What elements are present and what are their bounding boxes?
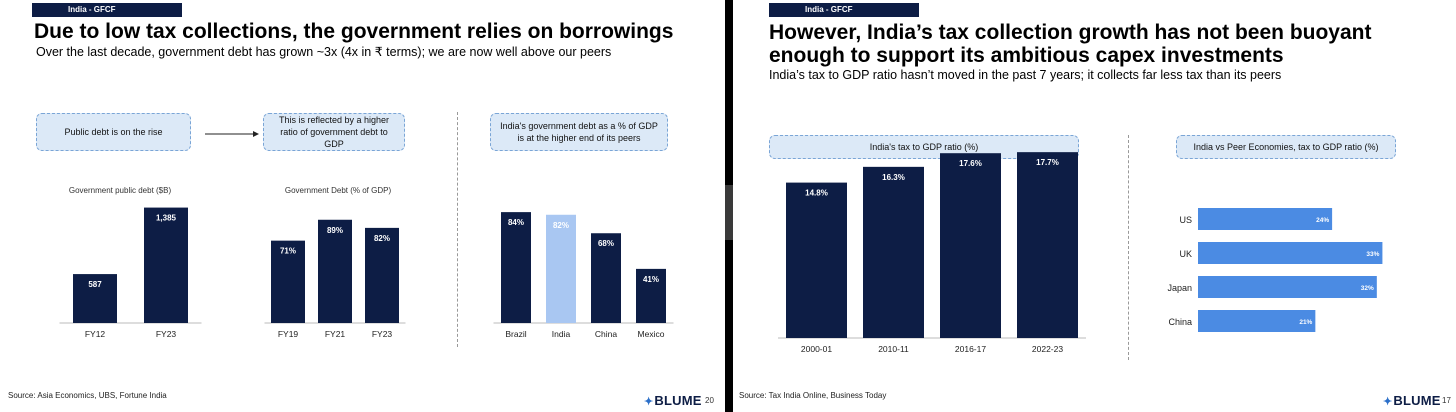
- chart-debt-gdp: 71% FY19 89% FY21 82% FY23: [264, 219, 406, 339]
- x-tick-label: Brazil: [505, 329, 526, 339]
- bar-value-label: 84%: [508, 218, 524, 227]
- bar-value-label: 14.8%: [805, 189, 828, 198]
- chart-tax-gdp: 14.8% 2000-01 16.3% 2010-11 17.6% 2016-17 17.7…: [778, 152, 1086, 354]
- hbar-value-label: 24%: [1316, 217, 1329, 224]
- bar-value-label: 82%: [553, 221, 569, 230]
- bar-value-label: 82%: [374, 234, 390, 243]
- x-tick-label: India: [552, 329, 571, 339]
- callout-debt-ratio: This is reflected by a higher ratio of g…: [263, 113, 405, 151]
- section-divider: [1128, 135, 1129, 360]
- slide-left: India - GFCF Due to low tax collections,…: [0, 0, 725, 412]
- hbar-value-label: 33%: [1366, 251, 1379, 258]
- y-tick-label: China: [1168, 317, 1192, 327]
- slide-title-line1: However, India’s tax collection growth h…: [769, 21, 1372, 44]
- y-tick-label: UK: [1179, 249, 1192, 259]
- blume-logo-icon: ✦: [1383, 396, 1393, 408]
- bar-value-label: 71%: [280, 247, 296, 256]
- chart2-title: Government Debt (% of GDP): [284, 186, 392, 195]
- bar-2010-11: [863, 166, 924, 338]
- slide-title: Due to low tax collections, the governme…: [34, 20, 674, 43]
- slide-subtitle: Over the last decade, government debt ha…: [36, 45, 612, 59]
- hbar-china: [1198, 310, 1316, 332]
- chart-peer-debt: 84% Brazil 82% India 68% China 41% Mexico: [493, 212, 674, 339]
- x-tick-label: FY23: [156, 329, 177, 339]
- x-tick-label: 2022-23: [1032, 344, 1063, 354]
- bar-fy19: [271, 240, 305, 323]
- bar-value-label: 68%: [598, 239, 614, 248]
- bar-value-label: 89%: [327, 226, 343, 235]
- section-tag: India - GFCF: [769, 3, 919, 17]
- bar-fy23: [365, 227, 399, 323]
- x-tick-label: Mexico: [638, 329, 665, 339]
- source-note: Source: Asia Economics, UBS, Fortune Ind…: [8, 391, 167, 400]
- bar-value-label: 17.6%: [959, 159, 982, 168]
- x-tick-label: FY21: [325, 329, 346, 339]
- bar-value-label: 41%: [643, 275, 659, 284]
- callout-public-debt: Public debt is on the rise: [36, 113, 191, 151]
- y-tick-label: Japan: [1167, 283, 1192, 293]
- bar-fy12: [73, 274, 117, 323]
- bar-fy21: [318, 219, 352, 323]
- bar-value-label: 587: [88, 280, 102, 289]
- x-tick-label: FY12: [85, 329, 106, 339]
- x-tick-label: 2016-17: [955, 344, 986, 354]
- blume-logo: ✦BLUME: [1383, 393, 1441, 408]
- bar-brazil: [501, 212, 531, 323]
- x-tick-label: China: [595, 329, 617, 339]
- y-tick-label: US: [1179, 215, 1192, 225]
- slide-subtitle: India’s tax to GDP ratio hasn’t moved in…: [769, 68, 1282, 82]
- hbar-value-label: 21%: [1299, 319, 1312, 326]
- callout-peer-tax: India vs Peer Economies, tax to GDP rati…: [1176, 135, 1396, 159]
- bar-value-label: 17.7%: [1036, 158, 1059, 167]
- bar-2000-01: [786, 182, 847, 338]
- window-divider-handle: [725, 185, 733, 240]
- section-tag: India - GFCF: [32, 3, 182, 17]
- blume-logo: ✦BLUME: [644, 393, 702, 408]
- hbar-uk: [1198, 242, 1383, 264]
- bar-fy23: [144, 207, 188, 323]
- section-divider: [457, 112, 458, 347]
- chart1-title: Government public debt ($B): [68, 186, 172, 195]
- x-tick-label: FY23: [372, 329, 393, 339]
- bar-2016-17: [940, 153, 1001, 338]
- slide-title-line2: enough to support its ambitious capex in…: [769, 44, 1284, 67]
- hbar-value-label: 32%: [1361, 285, 1374, 292]
- arrow-icon: [205, 131, 259, 137]
- hbar-japan: [1198, 276, 1377, 298]
- x-tick-label: 2010-11: [878, 344, 909, 354]
- hbar-us: [1198, 208, 1333, 230]
- bar-mexico: [636, 268, 666, 323]
- bar-value-label: 1,385: [156, 214, 177, 223]
- bar-2022-23: [1017, 152, 1078, 338]
- blume-logo-icon: ✦: [644, 396, 654, 408]
- x-tick-label: 2000-01: [801, 344, 832, 354]
- bar-china: [591, 233, 621, 323]
- page-number: 20: [705, 396, 714, 405]
- chart-peer-tax: 24% US 33% UK 32% Japan 21% China: [1167, 208, 1383, 332]
- slide-right: India - GFCF However, India’s tax collec…: [733, 0, 1456, 412]
- page-number: 17: [1442, 396, 1451, 405]
- bar-value-label: 16.3%: [882, 173, 905, 182]
- chart-public-debt: 587 FY12 1,385 FY23: [59, 207, 202, 339]
- bar-india: [546, 214, 576, 323]
- source-note: Source: Tax India Online, Business Today: [739, 391, 887, 400]
- x-tick-label: FY19: [278, 329, 299, 339]
- callout-peer-debt: India's government debt as a % of GDP is…: [490, 113, 668, 151]
